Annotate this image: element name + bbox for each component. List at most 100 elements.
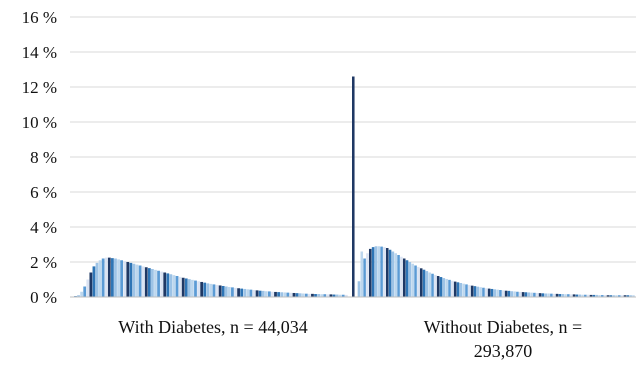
bar bbox=[414, 265, 417, 297]
bar bbox=[456, 282, 460, 297]
bar bbox=[402, 258, 406, 297]
bar bbox=[175, 276, 179, 297]
bar bbox=[129, 262, 133, 298]
bar bbox=[352, 76, 355, 297]
bar bbox=[527, 292, 531, 297]
bar bbox=[341, 294, 345, 297]
bar bbox=[326, 294, 330, 298]
bar bbox=[83, 286, 87, 297]
bar bbox=[274, 291, 277, 297]
bar bbox=[524, 292, 528, 297]
bar bbox=[462, 283, 465, 297]
bar bbox=[323, 294, 327, 297]
bar bbox=[86, 279, 90, 297]
bar bbox=[417, 266, 420, 297]
bar bbox=[558, 294, 562, 297]
bar bbox=[513, 291, 516, 297]
bar bbox=[620, 295, 624, 297]
bar bbox=[397, 255, 400, 297]
bar bbox=[160, 271, 164, 298]
bar bbox=[194, 280, 197, 297]
bar bbox=[609, 295, 613, 297]
bar bbox=[286, 292, 290, 298]
bar bbox=[368, 248, 372, 298]
bar bbox=[422, 269, 426, 297]
bar bbox=[530, 292, 533, 298]
bar bbox=[357, 281, 361, 297]
y-tick-label: 10 % bbox=[22, 113, 57, 132]
bar bbox=[147, 268, 151, 298]
y-tick-label: 2 % bbox=[30, 253, 57, 272]
bar bbox=[439, 277, 443, 297]
bar bbox=[89, 272, 93, 297]
bar bbox=[394, 253, 397, 297]
bar bbox=[77, 295, 80, 297]
bar bbox=[246, 289, 250, 297]
bar bbox=[298, 293, 302, 297]
bar bbox=[589, 294, 593, 297]
y-tick-label: 0 % bbox=[30, 288, 57, 307]
bar bbox=[538, 293, 542, 297]
bar bbox=[107, 257, 111, 298]
bar-series bbox=[71, 76, 635, 298]
bar bbox=[307, 293, 311, 297]
bar bbox=[335, 294, 339, 297]
category-label: With Diabetes, n = 44,034 bbox=[118, 317, 307, 337]
bar bbox=[451, 280, 454, 297]
bar bbox=[629, 295, 632, 297]
category-label: Without Diabetes, n = bbox=[424, 317, 582, 337]
bar bbox=[550, 293, 553, 297]
bar bbox=[338, 294, 342, 297]
bar bbox=[405, 260, 409, 297]
bar bbox=[227, 287, 231, 297]
bar bbox=[584, 294, 587, 297]
bar bbox=[221, 285, 225, 297]
bar bbox=[264, 291, 268, 297]
bar bbox=[311, 293, 314, 297]
bar bbox=[482, 287, 485, 297]
bar bbox=[95, 262, 99, 298]
y-tick-label: 4 % bbox=[30, 218, 57, 237]
category-label: 293,870 bbox=[474, 341, 533, 361]
bar bbox=[510, 291, 514, 297]
y-tick-label: 14 % bbox=[22, 43, 57, 62]
bar bbox=[141, 266, 145, 298]
bar bbox=[144, 267, 148, 297]
bar bbox=[117, 259, 120, 298]
bar bbox=[507, 290, 511, 298]
bar bbox=[178, 276, 182, 298]
bar bbox=[575, 294, 579, 297]
bar bbox=[436, 276, 440, 297]
bar bbox=[151, 269, 154, 297]
bar bbox=[419, 268, 423, 297]
bar bbox=[428, 272, 431, 297]
bar bbox=[601, 295, 604, 297]
bar bbox=[476, 286, 480, 297]
bar bbox=[434, 274, 437, 297]
bar bbox=[516, 291, 519, 297]
bar bbox=[135, 264, 139, 298]
bar bbox=[470, 285, 474, 298]
bar bbox=[623, 295, 627, 297]
bar bbox=[320, 294, 324, 297]
bar bbox=[120, 260, 124, 297]
bar bbox=[138, 265, 142, 297]
bar bbox=[101, 258, 105, 297]
bar bbox=[496, 289, 499, 297]
bar bbox=[380, 246, 383, 297]
bar bbox=[603, 295, 607, 297]
bar bbox=[586, 294, 590, 297]
bar bbox=[169, 274, 173, 297]
bar bbox=[184, 278, 188, 297]
bar bbox=[363, 258, 366, 297]
bar bbox=[80, 291, 83, 297]
bar bbox=[606, 295, 610, 297]
bar bbox=[626, 295, 630, 297]
bar bbox=[126, 262, 130, 297]
bar bbox=[541, 293, 545, 297]
bar bbox=[157, 270, 160, 297]
bar bbox=[203, 282, 207, 297]
bar bbox=[618, 295, 621, 297]
bar bbox=[391, 251, 395, 297]
bar bbox=[304, 293, 308, 297]
